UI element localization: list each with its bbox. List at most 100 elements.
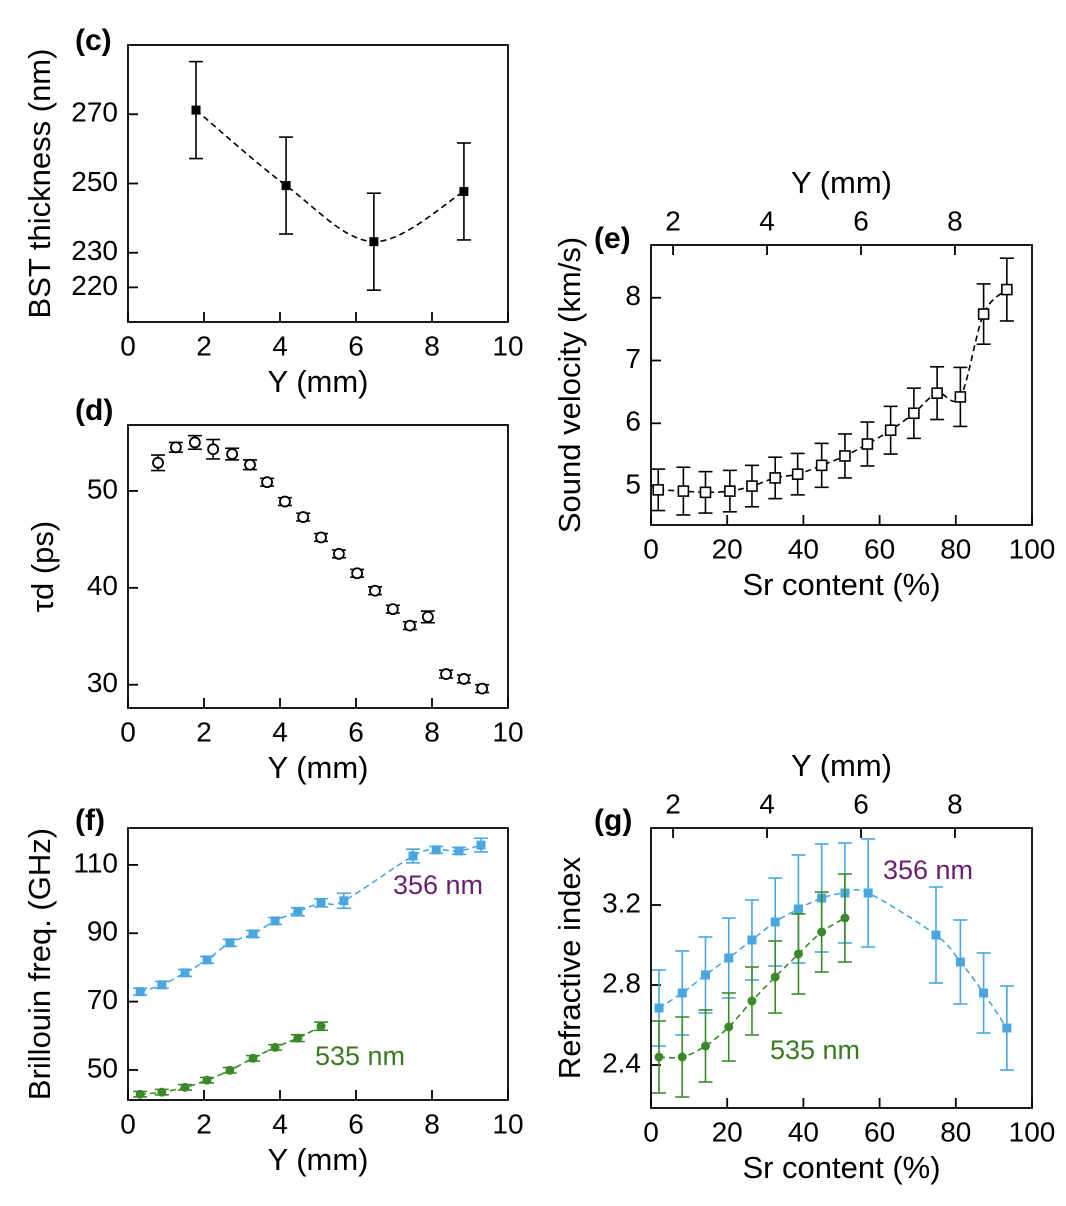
series-label: 535 nm: [315, 1041, 405, 1071]
x-tick-label: 0: [120, 330, 136, 361]
marker: [225, 1065, 235, 1075]
x-axis-label: Y (mm): [267, 1142, 368, 1177]
marker: [188, 436, 201, 449]
y-tick-label: 220: [71, 270, 118, 301]
marker: [931, 387, 943, 399]
x-tick-label: 10: [492, 1108, 523, 1139]
marker: [791, 468, 804, 480]
marker: [839, 450, 851, 462]
x-tick-label: 10: [492, 716, 523, 747]
marker: [408, 851, 418, 861]
marker: [652, 484, 665, 496]
marker: [135, 987, 145, 997]
y-tick-label: 230: [71, 235, 118, 266]
marker: [769, 472, 782, 484]
plot-frame: [127, 827, 509, 1101]
y-tick-label: 7: [625, 343, 641, 374]
x-tick-label: 40: [788, 1116, 819, 1147]
x-axis-label: Y (mm): [267, 750, 368, 785]
marker: [955, 957, 965, 967]
x-tick-label: 20: [712, 1116, 743, 1147]
marker: [351, 567, 364, 580]
marker: [677, 988, 687, 998]
marker: [476, 682, 489, 695]
x-tick-label: 40: [788, 533, 819, 564]
x-tick-label: 6: [348, 716, 364, 747]
marker: [724, 1022, 734, 1032]
x-tick-label: 80: [940, 1116, 971, 1147]
marker: [191, 105, 201, 115]
marker: [180, 1082, 190, 1092]
marker: [746, 480, 758, 492]
x-tick-label: 8: [424, 716, 440, 747]
marker: [840, 913, 850, 923]
marker: [225, 938, 235, 948]
y-axis-label: Brillouin freq. (GHz): [22, 828, 57, 1100]
x-tick-label: 4: [272, 330, 288, 361]
marker: [724, 953, 734, 963]
x-tick-label: 2: [196, 1108, 212, 1139]
x-axis-label: Sr content (%): [742, 567, 940, 602]
marker: [815, 459, 828, 472]
x-tick-label: 4: [272, 1108, 288, 1139]
y-tick-label: 8: [625, 280, 641, 311]
x2-axis-label: Y (mm): [791, 748, 892, 783]
x-tick-label: 2: [196, 716, 212, 747]
y-tick-label: 2.4: [602, 1047, 641, 1078]
panel-label: (g): [594, 804, 632, 837]
marker: [180, 968, 190, 978]
marker: [884, 424, 897, 437]
x-tick-label: 6: [348, 330, 364, 361]
x-tick-label: 0: [643, 1116, 659, 1147]
y-tick-label: 270: [71, 97, 118, 128]
x-tick-label: 60: [864, 533, 895, 564]
marker: [157, 1087, 167, 1097]
series-label: 356 nm: [393, 870, 483, 900]
marker: [281, 181, 291, 191]
marker: [677, 1052, 687, 1062]
marker: [404, 619, 416, 632]
plot-frame: [650, 827, 1033, 1109]
marker: [979, 988, 989, 998]
plot-frame: [127, 44, 509, 323]
x-tick-label: 60: [864, 1116, 895, 1147]
marker: [440, 668, 452, 680]
marker: [248, 929, 258, 939]
marker: [202, 1075, 212, 1085]
x2-tick-label: 6: [853, 205, 869, 236]
marker: [421, 610, 434, 623]
x2-tick-label: 8: [947, 205, 963, 236]
y-axis-label: BST thickness (nm): [22, 49, 57, 319]
marker: [152, 456, 164, 469]
plot-frame: [650, 244, 1033, 526]
marker: [315, 531, 327, 544]
y-tick-label: 110: [73, 847, 118, 878]
marker: [279, 495, 291, 508]
marker: [270, 916, 280, 926]
series-label: 356 nm: [883, 855, 973, 885]
x2-tick-label: 4: [759, 205, 775, 236]
marker: [954, 391, 967, 403]
x2-tick-label: 4: [759, 788, 775, 819]
marker: [700, 970, 710, 980]
y-tick-label: 50: [87, 1052, 118, 1083]
y-tick-label: 90: [87, 916, 118, 947]
y-tick-label: 5: [625, 468, 641, 499]
plot-frame: [127, 424, 509, 709]
x-tick-label: 0: [120, 1108, 136, 1139]
x-axis-label: Sr content (%): [742, 1150, 940, 1185]
marker: [931, 930, 941, 940]
marker: [202, 955, 212, 965]
x2-tick-label: 8: [947, 788, 963, 819]
y-tick-label: 50: [87, 473, 118, 504]
marker: [700, 1041, 710, 1051]
marker: [908, 407, 920, 420]
marker: [293, 907, 303, 917]
marker: [226, 448, 239, 460]
marker: [459, 186, 469, 196]
marker: [316, 1021, 326, 1031]
marker: [316, 898, 326, 908]
marker: [135, 1089, 145, 1099]
panel-label: (c): [75, 24, 112, 57]
